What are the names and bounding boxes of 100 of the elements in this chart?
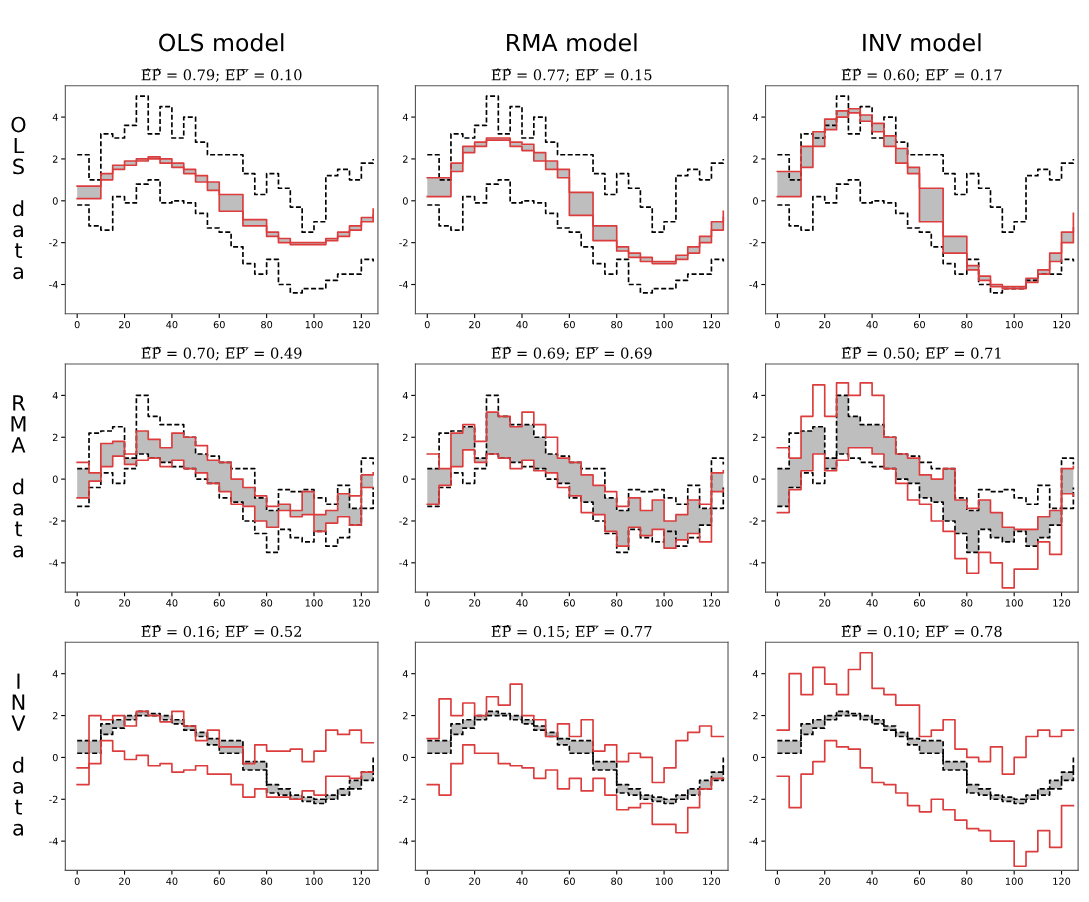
chart-title: E̅̂P̅̂ = 0.16; E̅P̅′̅ = 0.52 bbox=[141, 625, 302, 639]
y-tick-label: -2 bbox=[49, 795, 58, 803]
y-tick-label: 2 bbox=[403, 433, 408, 441]
x-tick-label: 60 bbox=[913, 877, 925, 885]
y-tick-label: 4 bbox=[752, 670, 759, 678]
y-tick-label: 4 bbox=[52, 670, 58, 678]
y-tick-label: -4 bbox=[399, 837, 408, 845]
text: RMA data bbox=[11, 395, 26, 558]
x-tick-label: 100 bbox=[1005, 320, 1023, 329]
x-tick-label: 120 bbox=[703, 877, 721, 885]
x-tick-label: 20 bbox=[819, 599, 831, 607]
x-tick-label: 120 bbox=[703, 320, 721, 329]
y-tick-label: -4 bbox=[49, 559, 58, 567]
y-tick-label: 4 bbox=[52, 392, 58, 400]
x-tick-label: 100 bbox=[655, 877, 673, 885]
x-tick-label: 40 bbox=[516, 877, 528, 885]
x-tick-label: 80 bbox=[611, 877, 623, 885]
x-tick-label: 120 bbox=[1053, 599, 1071, 607]
x-tick-label: 20 bbox=[119, 599, 131, 607]
x-tick-label: 0 bbox=[774, 320, 780, 329]
y-tick-label: 0 bbox=[52, 197, 58, 205]
x-tick-label: 40 bbox=[866, 877, 878, 885]
y-tick-label: 0 bbox=[753, 197, 758, 205]
y-tick-label: 4 bbox=[52, 113, 58, 121]
x-tick-label: 40 bbox=[516, 320, 528, 329]
x-tick-label: 40 bbox=[866, 320, 878, 329]
text: INV model bbox=[863, 33, 981, 52]
chart-title: E̅̂P̅̂ = 0.60; E̅P̅′̅ = 0.17 bbox=[841, 68, 1002, 83]
text: RMA model bbox=[507, 33, 637, 52]
x-tick-label: 80 bbox=[261, 320, 273, 329]
x-tick-label: 20 bbox=[119, 877, 131, 885]
y-tick-label: -2 bbox=[749, 795, 758, 803]
chart-title: E̅̂P̅̂ = 0.77; E̅P̅′̅ = 0.15 bbox=[491, 68, 652, 83]
y-tick-label: -2 bbox=[49, 239, 58, 247]
x-tick-label: 40 bbox=[866, 599, 878, 607]
x-tick-label: 80 bbox=[611, 320, 623, 329]
y-tick-label: 4 bbox=[752, 392, 759, 400]
x-tick-label: 20 bbox=[819, 320, 831, 329]
x-tick-label: 60 bbox=[213, 320, 225, 329]
x-tick-label: 100 bbox=[655, 599, 673, 607]
y-tick-label: -4 bbox=[49, 837, 58, 845]
x-tick-label: 20 bbox=[469, 599, 481, 607]
x-tick-label: 80 bbox=[961, 599, 973, 607]
y-tick-label: 2 bbox=[52, 155, 58, 163]
x-tick-label: 40 bbox=[166, 320, 178, 329]
y-tick-label: -4 bbox=[399, 281, 408, 289]
y-tick-label: 4 bbox=[402, 392, 408, 400]
y-tick-label: 0 bbox=[52, 753, 58, 762]
x-tick-label: 60 bbox=[913, 320, 925, 329]
y-tick-label: -2 bbox=[749, 517, 758, 525]
text: INV data bbox=[11, 673, 26, 836]
x-tick-label: 0 bbox=[74, 320, 80, 329]
x-tick-label: 120 bbox=[1053, 877, 1071, 885]
x-tick-label: 120 bbox=[703, 599, 721, 607]
y-tick-label: -2 bbox=[399, 517, 408, 525]
y-tick-label: 2 bbox=[403, 155, 408, 163]
y-tick-label: 0 bbox=[402, 197, 408, 205]
text: OLS model bbox=[159, 33, 284, 52]
y-tick-label: -4 bbox=[749, 281, 759, 289]
chart-title: E̅̂P̅̂ = 0.69; E̅P̅′̅ = 0.69 bbox=[491, 346, 652, 361]
x-tick-label: 20 bbox=[469, 877, 481, 885]
y-tick-label: 2 bbox=[753, 155, 758, 163]
chart-title: E̅̂P̅̂ = 0.10; E̅P̅′̅ = 0.78 bbox=[841, 625, 1002, 639]
x-tick-label: 100 bbox=[1005, 599, 1023, 607]
x-tick-label: 0 bbox=[424, 599, 430, 607]
x-tick-label: 0 bbox=[424, 877, 430, 885]
y-tick-label: 0 bbox=[402, 475, 408, 483]
y-tick-label: -4 bbox=[749, 559, 759, 567]
x-tick-label: 80 bbox=[261, 877, 273, 885]
x-tick-label: 60 bbox=[213, 877, 225, 885]
x-tick-label: 100 bbox=[305, 320, 323, 329]
x-tick-label: 0 bbox=[774, 877, 780, 885]
y-tick-label: 2 bbox=[52, 433, 58, 441]
chart-title: E̅̂P̅̂ = 0.79; E̅P̅′̅ = 0.10 bbox=[141, 68, 302, 83]
x-tick-label: 0 bbox=[74, 599, 80, 607]
y-tick-label: 2 bbox=[403, 712, 408, 720]
y-tick-label: 0 bbox=[402, 753, 408, 762]
y-tick-label: -2 bbox=[749, 239, 758, 247]
x-tick-label: 40 bbox=[166, 599, 178, 607]
x-tick-label: 120 bbox=[353, 599, 370, 607]
x-tick-label: 100 bbox=[305, 877, 323, 885]
x-tick-label: 120 bbox=[353, 320, 370, 329]
y-tick-label: 4 bbox=[402, 113, 408, 121]
x-tick-label: 20 bbox=[819, 877, 831, 885]
text: OLS data bbox=[11, 116, 26, 280]
x-tick-label: 40 bbox=[516, 599, 528, 607]
y-tick-label: 0 bbox=[52, 475, 58, 483]
x-tick-label: 100 bbox=[1005, 877, 1023, 885]
y-tick-label: -4 bbox=[749, 837, 759, 845]
y-tick-label: -4 bbox=[49, 281, 58, 289]
x-tick-label: 80 bbox=[261, 599, 273, 607]
y-tick-label: -2 bbox=[399, 795, 408, 803]
y-tick-label: -2 bbox=[399, 239, 408, 247]
x-tick-label: 100 bbox=[305, 599, 323, 607]
x-tick-label: 0 bbox=[424, 320, 430, 329]
x-tick-label: 60 bbox=[563, 877, 575, 885]
x-tick-label: 20 bbox=[469, 320, 481, 329]
x-tick-label: 80 bbox=[961, 320, 973, 329]
x-tick-label: 0 bbox=[74, 877, 80, 885]
y-tick-label: 4 bbox=[752, 113, 759, 121]
